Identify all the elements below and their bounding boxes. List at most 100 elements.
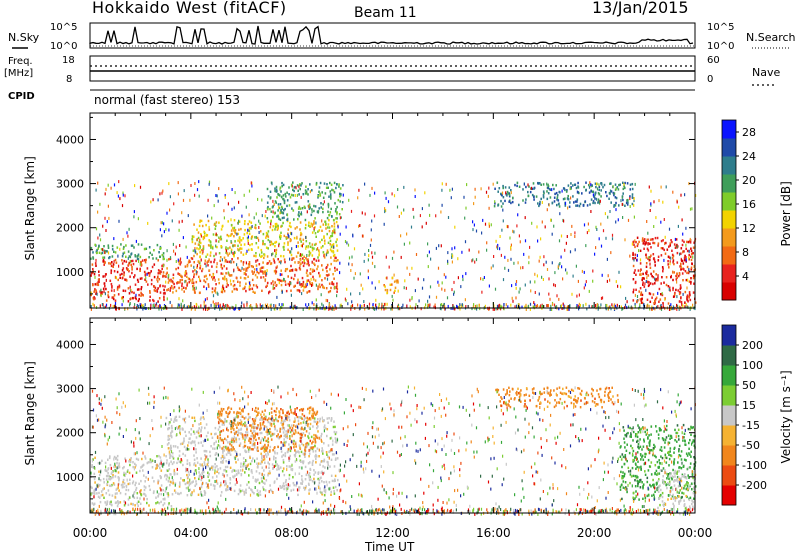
data-cell xyxy=(493,255,495,258)
data-cell xyxy=(309,406,312,409)
data-cell xyxy=(305,271,308,275)
data-cell xyxy=(518,303,520,307)
data-cell xyxy=(256,236,259,240)
data-cell xyxy=(326,417,329,420)
data-cell xyxy=(500,199,502,203)
data-cell xyxy=(137,280,140,283)
data-cell xyxy=(219,446,221,449)
data-cell xyxy=(496,304,499,308)
data-cell xyxy=(112,305,114,309)
data-cell xyxy=(267,235,270,238)
data-cell xyxy=(554,305,557,309)
data-cell xyxy=(357,196,359,200)
data-cell xyxy=(312,283,314,287)
cpid-label: CPID xyxy=(8,91,35,102)
data-cell xyxy=(253,254,255,258)
data-cell xyxy=(309,190,311,194)
data-cell xyxy=(100,494,103,497)
data-cell xyxy=(292,411,295,415)
data-cell xyxy=(451,187,453,191)
data-cell xyxy=(523,252,525,256)
data-cell xyxy=(191,491,193,494)
data-cell xyxy=(334,437,337,440)
data-cell xyxy=(225,482,227,486)
data-cell xyxy=(631,182,634,186)
data-cell xyxy=(300,240,302,243)
data-cell xyxy=(140,294,142,297)
data-cell xyxy=(232,284,235,288)
data-cell xyxy=(327,241,330,244)
data-cell xyxy=(367,269,369,273)
data-cell xyxy=(203,449,206,453)
data-cell xyxy=(289,454,291,458)
freq-label-bottom: [MHz] xyxy=(4,68,33,79)
data-cell xyxy=(166,267,168,270)
data-cell xyxy=(380,307,383,311)
data-cell xyxy=(385,196,387,200)
data-cell xyxy=(396,205,399,209)
data-cell xyxy=(263,413,265,416)
data-cell xyxy=(215,283,217,286)
data-cell xyxy=(293,236,296,240)
data-cell xyxy=(316,267,318,271)
data-cell xyxy=(223,423,225,426)
data-cell xyxy=(638,249,640,253)
data-cell xyxy=(305,257,307,260)
data-cell xyxy=(282,420,285,423)
data-cell xyxy=(643,303,645,307)
data-cell xyxy=(242,261,245,264)
data-cell xyxy=(678,205,680,209)
data-cell xyxy=(276,295,278,299)
data-cell xyxy=(247,242,249,245)
data-cell xyxy=(291,258,293,261)
data-cell xyxy=(107,471,109,475)
data-cell xyxy=(290,264,292,268)
data-cell xyxy=(378,280,380,284)
data-cell xyxy=(107,291,110,294)
data-cell xyxy=(290,276,293,280)
data-cell xyxy=(266,446,269,449)
data-cell xyxy=(165,280,167,284)
data-cell xyxy=(299,183,301,186)
data-cell xyxy=(560,234,563,238)
data-cell xyxy=(105,187,107,191)
data-cell xyxy=(195,451,197,454)
data-cell xyxy=(309,268,312,271)
data-cell xyxy=(406,232,408,236)
data-cell xyxy=(115,261,118,264)
data-cell xyxy=(308,406,311,410)
data-cell xyxy=(114,501,117,505)
data-cell xyxy=(279,203,282,206)
data-cell xyxy=(289,426,291,429)
data-cell xyxy=(113,289,115,293)
data-cell xyxy=(668,288,670,291)
data-cell xyxy=(235,430,237,434)
data-cell xyxy=(418,299,420,303)
data-cell xyxy=(217,410,220,413)
data-cell xyxy=(670,239,672,242)
data-cell xyxy=(238,228,240,231)
data-cell xyxy=(280,441,282,444)
data-cell xyxy=(202,416,205,419)
data-cell xyxy=(440,303,442,307)
data-cell xyxy=(118,286,121,289)
data-cell xyxy=(327,463,329,466)
data-cell xyxy=(337,259,339,262)
data-cell xyxy=(214,278,216,282)
data-cell xyxy=(246,426,248,429)
data-cell xyxy=(683,250,685,253)
data-cell xyxy=(116,270,119,274)
data-cell xyxy=(588,229,590,233)
data-cell xyxy=(199,238,201,242)
data-cell xyxy=(108,262,110,265)
data-cell xyxy=(265,449,268,452)
data-cell xyxy=(438,244,440,248)
data-cell xyxy=(462,278,464,282)
data-cell xyxy=(209,450,211,454)
data-cell xyxy=(577,304,579,308)
data-cell xyxy=(612,191,615,195)
data-cell xyxy=(230,427,232,430)
data-cell xyxy=(299,228,301,231)
data-cell xyxy=(465,305,467,308)
data-cell xyxy=(464,216,466,220)
